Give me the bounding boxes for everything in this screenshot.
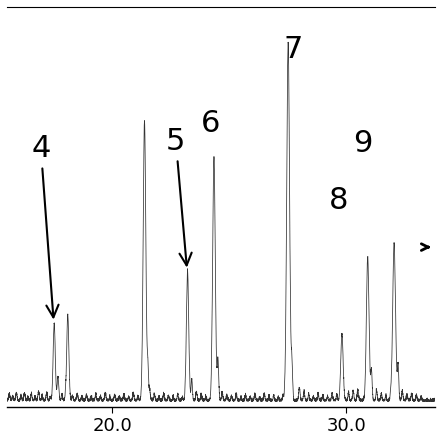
Text: 4: 4 — [31, 134, 58, 317]
Text: 7: 7 — [284, 35, 303, 64]
Text: 6: 6 — [201, 109, 221, 138]
Text: 5: 5 — [166, 127, 192, 265]
Text: 8: 8 — [329, 186, 348, 215]
Text: 9: 9 — [353, 129, 373, 157]
